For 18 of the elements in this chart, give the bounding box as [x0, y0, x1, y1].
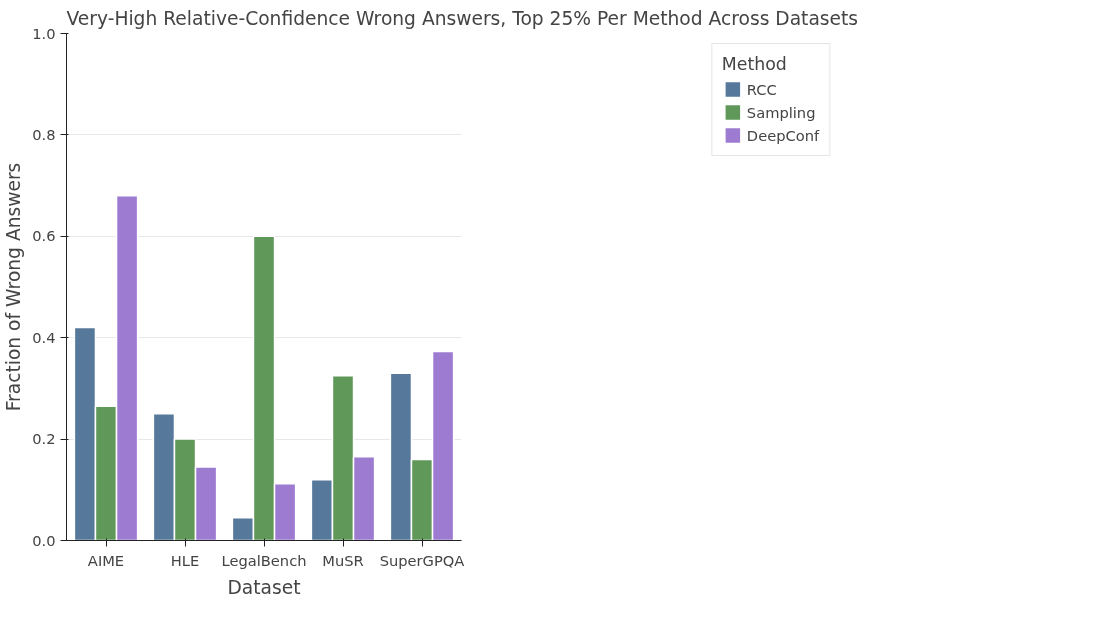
x-tick-label: HLE [170, 551, 200, 569]
y-tick-label: 0.4 [32, 328, 56, 346]
y-tick-label: 0.6 [32, 227, 56, 245]
legend-label: Sampling [746, 103, 816, 121]
y-axis-title: Fraction of Wrong Answers [3, 162, 25, 412]
legend-label: DeepConf [746, 126, 820, 144]
x-tick-label: AIME [87, 551, 125, 569]
y-tick-label: 0.0 [32, 531, 56, 549]
y-tick-label: 0.2 [32, 430, 56, 448]
legend-label: RCC [746, 80, 777, 98]
chart-title: Very-High Relative-Confidence Wrong Answers, Top 25% Per Method Across Datasets [66, 7, 859, 29]
legend-title: Method [721, 54, 788, 74]
y-tick-label: 1.0 [32, 24, 56, 42]
x-tick-label: SuperGPQA [379, 551, 465, 569]
x-axis-title: Dataset [227, 576, 301, 598]
x-tick-label: LegalBench [221, 551, 307, 569]
x-tick-label: MuSR [322, 551, 364, 569]
y-tick-label: 0.8 [32, 125, 56, 143]
